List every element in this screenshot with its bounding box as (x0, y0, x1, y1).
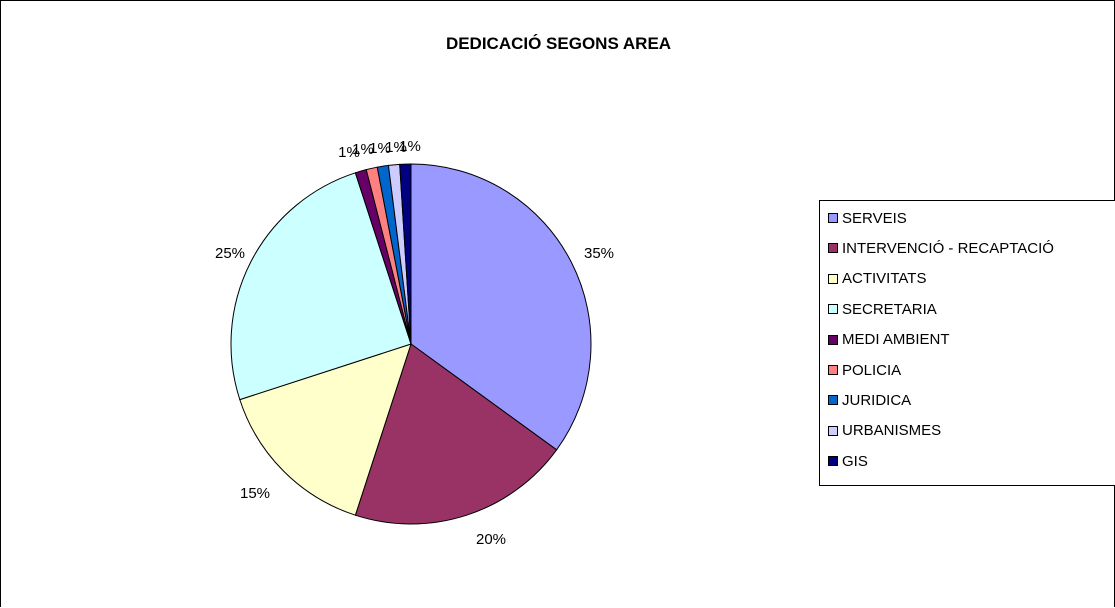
legend-swatch (828, 213, 838, 223)
chart-title: DEDICACIÓ SEGONS AREA (445, 34, 672, 53)
pie-slice-serveis (410, 163, 592, 451)
data-label-serveis: 35% (584, 245, 614, 262)
legend-swatch (828, 425, 838, 436)
legend-label: SECRETARIA (842, 300, 937, 318)
data-label-activitats: 15% (240, 485, 270, 502)
data-label-intervenci-recaptaci-: 20% (476, 531, 506, 548)
legend-label: JURIDICA (842, 391, 912, 409)
legend-item: INTERVENCIÓ - RECAPTACIÓ (828, 238, 1054, 258)
legend-item: SECRETARIA (828, 299, 937, 319)
legend-swatch (828, 365, 838, 375)
legend-item: SERVEIS (828, 208, 907, 228)
data-label-gis: 1% (399, 138, 421, 155)
legend-swatch (828, 395, 838, 406)
legend-label: POLICIA (842, 361, 902, 379)
data-label-juridica: 1% (369, 140, 391, 157)
pie-slice-activitats (239, 343, 412, 516)
legend-label: GIS (842, 452, 868, 470)
legend-swatch (828, 304, 838, 315)
legend-item: GIS (828, 451, 868, 471)
pie-slice-intervenci-recaptaci- (354, 343, 558, 525)
legend-item: POLICIA (828, 360, 901, 380)
pie-slice-gis (399, 163, 412, 345)
data-label-urbanismes: 1% (385, 139, 407, 156)
legend: SERVEIS INTERVENCIÓ - RECAPTACIÓ ACTIVITAT… (819, 200, 1115, 486)
data-label-secretaria: 25% (215, 245, 245, 262)
legend-label: INTERVENCIÓ - RECAPTACIÓ (842, 239, 1054, 257)
legend-swatch (828, 273, 838, 284)
legend-label: SERVEIS (842, 209, 907, 227)
legend-item: MEDI AMBIENT (828, 330, 950, 350)
pie-slice-secretaria (230, 172, 412, 401)
data-label-medi-ambient: 1% (338, 144, 360, 161)
legend-item: JURIDICA (828, 390, 911, 410)
legend-item: URBANISMES (828, 421, 941, 441)
legend-item: ACTIVITATS (828, 269, 926, 289)
legend-swatch (828, 243, 838, 254)
legend-swatch (828, 456, 838, 467)
legend-label: URBANISMES (842, 422, 942, 440)
legend-label: ACTIVITATS (842, 270, 927, 288)
data-label-policia: 1% (352, 141, 374, 158)
legend-swatch (828, 334, 838, 345)
legend-label: MEDI AMBIENT (842, 331, 950, 349)
